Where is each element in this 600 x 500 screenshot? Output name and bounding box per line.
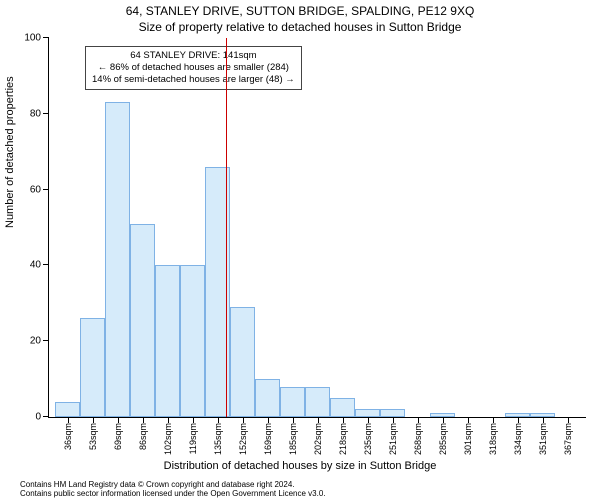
y-tick-label: 0 <box>13 412 41 423</box>
histogram-bar <box>230 307 255 417</box>
x-tick-label: 285sqm <box>438 423 448 455</box>
y-tick <box>43 113 49 114</box>
y-tick-label: 60 <box>13 184 41 195</box>
chart-title-subtitle: Size of property relative to detached ho… <box>0 20 600 34</box>
histogram-bar <box>530 413 555 417</box>
y-tick <box>43 37 49 38</box>
x-tick-label: 69sqm <box>113 423 123 450</box>
histogram-bar <box>305 387 330 417</box>
histogram-bar <box>380 409 405 417</box>
y-tick <box>43 416 49 417</box>
footer-line-2: Contains public sector information licen… <box>20 489 326 498</box>
histogram-bar <box>355 409 380 417</box>
x-tick-label: 301sqm <box>463 423 473 455</box>
y-tick-label: 100 <box>13 33 41 44</box>
x-tick-label: 53sqm <box>88 423 98 450</box>
x-tick-label: 202sqm <box>313 423 323 455</box>
x-tick-label: 152sqm <box>238 423 248 455</box>
histogram-bar <box>330 398 355 417</box>
histogram-plot-area: 64 STANLEY DRIVE: 141sqm ← 86% of detach… <box>48 38 586 418</box>
annotation-line-3: 14% of semi-detached houses are larger (… <box>92 74 295 86</box>
x-tick-label: 351sqm <box>538 423 548 455</box>
chart-title-address: 64, STANLEY DRIVE, SUTTON BRIDGE, SPALDI… <box>0 4 600 18</box>
histogram-bar <box>505 413 530 417</box>
x-tick-label: 218sqm <box>338 423 348 455</box>
chart-footer: Contains HM Land Registry data © Crown c… <box>20 480 326 498</box>
y-tick <box>43 264 49 265</box>
histogram-bar <box>255 379 280 417</box>
y-tick-label: 20 <box>13 336 41 347</box>
x-tick-label: 235sqm <box>363 423 373 455</box>
x-tick-label: 119sqm <box>188 423 198 454</box>
y-tick-label: 80 <box>13 108 41 119</box>
histogram-bar <box>155 265 180 417</box>
y-axis-label: Number of detached properties <box>4 76 16 228</box>
x-tick-label: 135sqm <box>213 423 223 455</box>
x-tick-label: 169sqm <box>263 423 273 455</box>
annotation-box: 64 STANLEY DRIVE: 141sqm ← 86% of detach… <box>85 46 302 90</box>
histogram-bar <box>180 265 205 417</box>
x-tick-label: 367sqm <box>563 423 573 455</box>
histogram-bar <box>430 413 455 417</box>
y-tick <box>43 340 49 341</box>
x-tick-label: 86sqm <box>138 423 148 450</box>
footer-line-1: Contains HM Land Registry data © Crown c… <box>20 480 326 489</box>
annotation-line-1: 64 STANLEY DRIVE: 141sqm <box>92 50 295 62</box>
x-tick-label: 185sqm <box>288 423 298 455</box>
histogram-bar <box>280 387 305 417</box>
histogram-bar <box>80 318 105 417</box>
x-tick-label: 268sqm <box>413 423 423 455</box>
y-tick-label: 40 <box>13 260 41 271</box>
reference-line <box>226 38 227 417</box>
x-tick-label: 36sqm <box>63 423 73 450</box>
x-tick-label: 102sqm <box>163 423 173 455</box>
x-axis-label: Distribution of detached houses by size … <box>0 460 600 472</box>
histogram-bar <box>105 102 130 417</box>
x-tick-label: 318sqm <box>488 423 498 455</box>
histogram-bar <box>130 224 155 417</box>
x-tick-label: 251sqm <box>388 423 398 455</box>
annotation-line-2: ← 86% of detached houses are smaller (28… <box>92 62 295 74</box>
y-tick <box>43 189 49 190</box>
x-tick-label: 334sqm <box>513 423 523 455</box>
histogram-bar <box>55 402 80 417</box>
